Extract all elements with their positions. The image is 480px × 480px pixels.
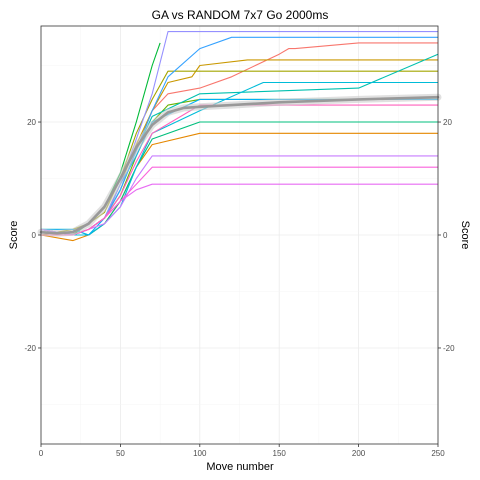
series-line-9 [40,81,438,236]
x-tick-label: 200 [352,449,366,458]
x-tick-label: 50 [116,449,125,458]
y-axis-label: Score [8,221,20,250]
y-tick-label-right: -20 [443,344,455,353]
x-tick-label: 250 [431,449,445,458]
smooth-line [39,95,440,235]
smooth-trend [37,93,442,237]
y-tick-label-left: 20 [27,118,36,127]
axes: 0 50 100 150 200 250 -20 -20 0 0 20 20 [24,118,455,458]
y-tick-label-left: -20 [24,344,36,353]
y-tick-label-right: 20 [443,118,452,127]
x-tick-label: 0 [39,449,44,458]
chart-title: GA vs RANDOM 7x7 Go 2000ms [152,8,329,22]
x-axis-label: Move number [206,461,274,473]
y-tick-label-left: 0 [32,231,37,240]
y-axis-label-right: Score [459,221,471,250]
x-tick-label: 150 [273,449,287,458]
x-tick-label: 100 [193,449,207,458]
y-tick-label-right: 0 [443,231,448,240]
